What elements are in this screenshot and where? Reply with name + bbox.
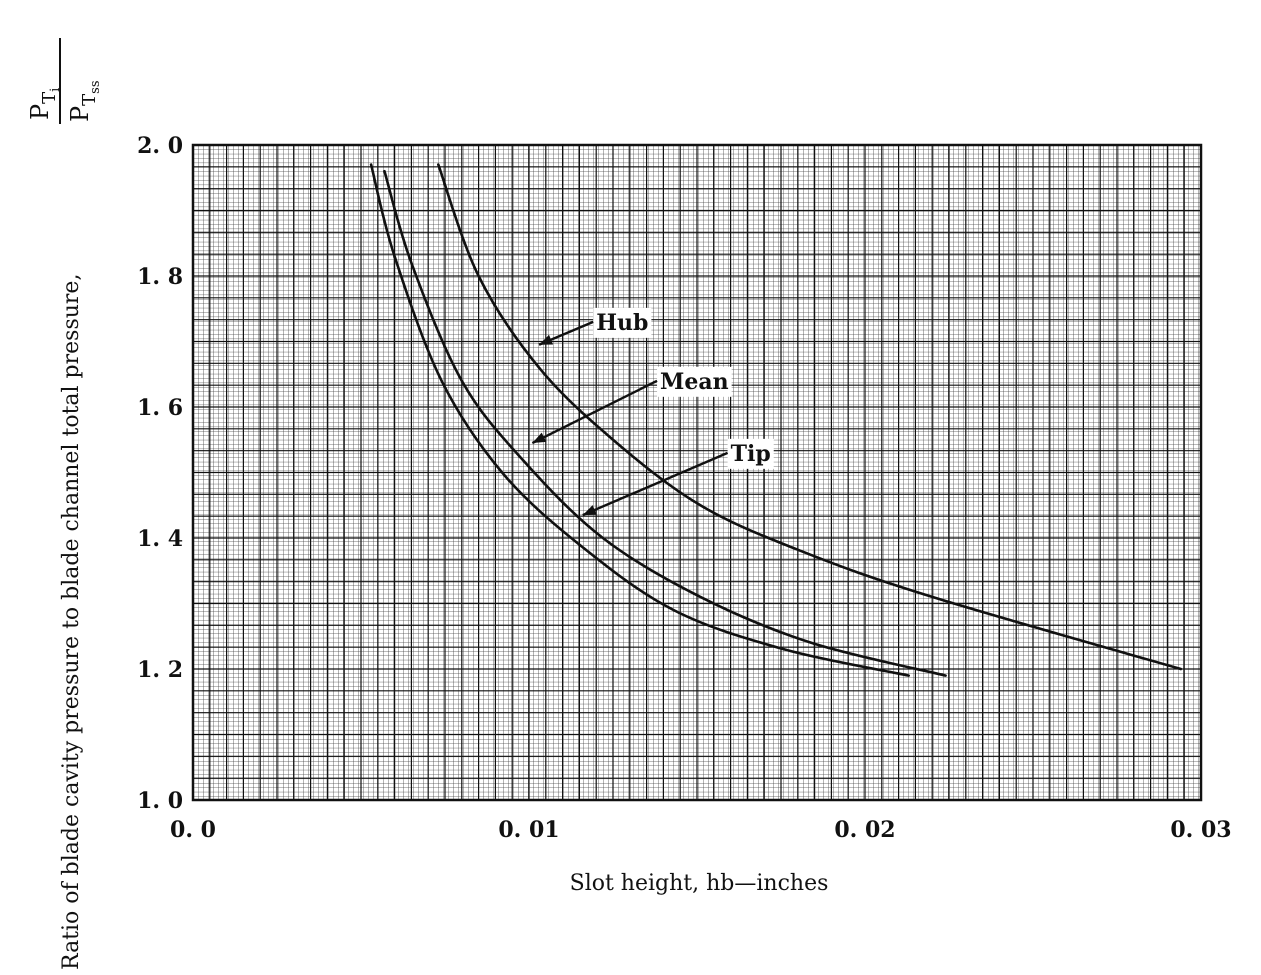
y-tick-label: 1. 0 bbox=[137, 788, 183, 814]
y-axis-title: Ratio of blade cavity pressure to blade … bbox=[59, 274, 84, 970]
curve-hub bbox=[437, 163, 1183, 671]
y-tick-label: 1. 4 bbox=[137, 526, 183, 552]
callout-label: Mean bbox=[660, 369, 729, 395]
callout-leader bbox=[582, 451, 729, 517]
callout-arrowhead bbox=[539, 334, 554, 345]
callout-label: Tip bbox=[731, 441, 771, 467]
callout-label-background bbox=[593, 307, 652, 338]
callout-label-background bbox=[727, 438, 774, 469]
y-tick-labels: 1. 0 1. 2 1. 4 1. 6 1. 8 2. 0 bbox=[137, 133, 183, 814]
plot-grid-major bbox=[192, 144, 1202, 801]
callout-label: Hub bbox=[596, 310, 648, 336]
x-tick-label: 0. 0 bbox=[170, 817, 216, 843]
x-tick-label: 0. 02 bbox=[834, 817, 895, 843]
x-axis-title: Slot height, hb—inches bbox=[570, 871, 829, 896]
callout-leader bbox=[531, 379, 658, 445]
callout-mean: Mean bbox=[531, 366, 732, 445]
plot-frame bbox=[191, 143, 1203, 802]
y-tick-label: 2. 0 bbox=[137, 133, 183, 159]
y-axis-title-text: Ratio of blade cavity pressure to blade … bbox=[59, 274, 84, 970]
callout-arrowhead bbox=[582, 505, 597, 516]
y-tick-label: 1. 8 bbox=[137, 264, 183, 290]
callout-arrowhead bbox=[532, 432, 547, 444]
curve-tip bbox=[369, 163, 910, 677]
y-tick-label: 1. 6 bbox=[137, 395, 183, 421]
x-tick-label: 0. 03 bbox=[1170, 817, 1231, 843]
callout-tip: Tip bbox=[582, 438, 774, 517]
y-symbol-numerator: PTi bbox=[26, 88, 63, 120]
x-tick-labels: 0. 0 0. 01 0. 02 0. 03 bbox=[170, 817, 1232, 843]
y-axis-symbol: PTi PTss bbox=[26, 38, 103, 124]
x-tick-label: 0. 01 bbox=[498, 817, 559, 843]
callout-label-background bbox=[657, 366, 732, 397]
y-symbol-denominator: PTss bbox=[66, 80, 103, 122]
curve-mean bbox=[383, 169, 947, 677]
curves bbox=[369, 163, 1183, 677]
y-tick-label: 1. 2 bbox=[137, 657, 183, 683]
callouts: Hub Mean Tip bbox=[531, 307, 774, 517]
callout-hub: Hub bbox=[538, 307, 652, 346]
